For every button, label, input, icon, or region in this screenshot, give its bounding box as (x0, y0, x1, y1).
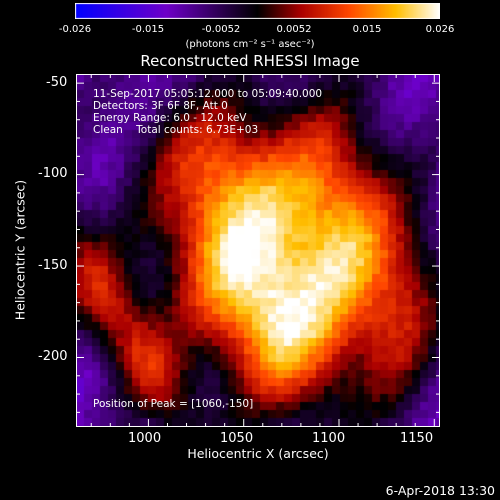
colorbar-tick-label: -0.026 (58, 24, 92, 35)
x-tick-label: 1100 (312, 431, 346, 446)
y-tick-label: -150 (38, 258, 68, 273)
x-tick-label: 1000 (128, 431, 162, 446)
y-tick-label: -50 (46, 75, 68, 90)
x-tick-label: 1150 (400, 431, 434, 446)
time-range-annotation: 11-Sep-2017 05:05:12.000 to 05:09:40.000 (93, 88, 323, 100)
colorbar (75, 3, 440, 19)
x-axis-label: Heliocentric X (arcsec) (187, 446, 329, 461)
colorbar-tick-label: 0.015 (352, 24, 382, 35)
colorbar-tick-label: -0.0052 (201, 24, 241, 35)
peak-position-annotation: Position of Peak = [1060,-150] (93, 398, 254, 410)
y-tick-label: -200 (38, 349, 68, 364)
colorbar-tick-label: -0.015 (131, 24, 165, 35)
rhessi-image (76, 74, 440, 427)
y-axis-label: Heliocentric Y (arcsec) (12, 179, 28, 321)
x-tick-label: 1050 (220, 431, 254, 446)
image-plot (76, 74, 440, 427)
timestamp: 6-Apr-2018 13:30 (385, 483, 495, 498)
colorbar-tick-label: 0.026 (425, 24, 455, 35)
plot-title: Reconstructed RHESSI Image (140, 52, 360, 70)
colorbar-units: (photons cm⁻² s⁻¹ asec⁻²) (185, 39, 315, 50)
y-tick-label: -100 (38, 166, 68, 181)
detectors-annotation: Detectors: 3F 6F 8F, Att 0 (93, 100, 228, 112)
clean-annotation: Clean Total counts: 6.73E+03 (93, 124, 259, 136)
energy-annotation: Energy Range: 6.0 - 12.0 keV (93, 112, 247, 124)
colorbar-tick-label: 0.0052 (276, 24, 312, 35)
